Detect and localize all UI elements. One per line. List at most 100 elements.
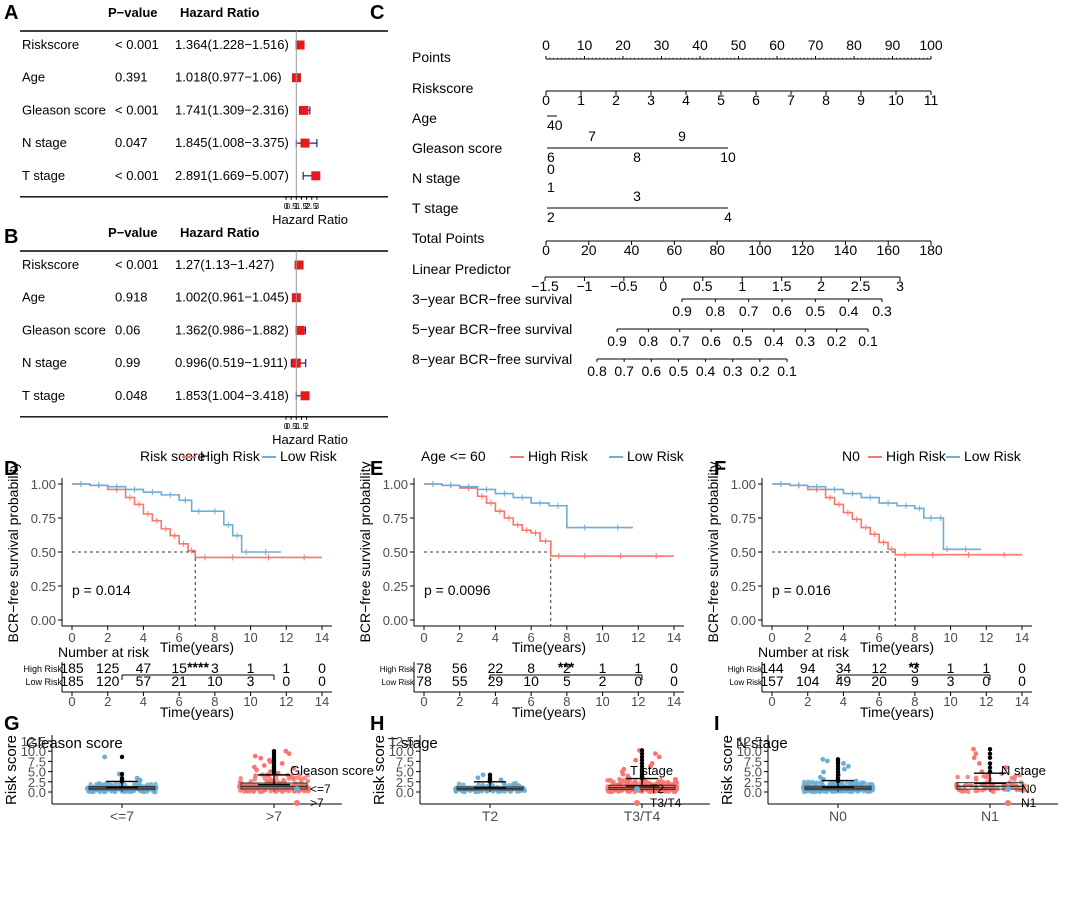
data-point: [286, 788, 292, 794]
risk-x-axis-title: Time(years): [860, 704, 934, 720]
y-tick-label: 12.5: [389, 734, 414, 749]
nomogram-tick-label: 9: [857, 92, 865, 108]
y-tick-label: 0.25: [731, 579, 756, 594]
x-tick-label: 0: [68, 630, 75, 645]
y-tick-label: 0.75: [383, 511, 408, 526]
y-tick-label: 10.0: [21, 744, 46, 759]
y-tick-label: 2.5: [28, 775, 46, 790]
survival-curve-low-risk: [772, 483, 981, 551]
nomogram-tick-label: 20: [615, 37, 631, 53]
data-point: [861, 780, 867, 785]
row-pvalue: 0.391: [115, 70, 148, 85]
data-point: [475, 775, 481, 781]
row-hazard-ratio: 1.27(1.13−1.427): [175, 257, 274, 272]
legend-swatch-high: [1005, 800, 1011, 806]
hr-point: [295, 40, 305, 50]
row-pvalue: < 0.001: [115, 37, 159, 52]
nomogram-tick-label: 100: [748, 242, 772, 258]
data-point: [238, 776, 244, 781]
row-variable-name: T stage: [22, 168, 65, 183]
panel-title: N stage: [736, 735, 788, 752]
col-header-pvalue: P−value: [108, 5, 158, 20]
data-point: [134, 775, 140, 781]
risk-count-high: 47: [136, 660, 152, 676]
data-point: [102, 754, 108, 760]
data-point: [104, 781, 109, 786]
risk-x-tick-label: 12: [279, 694, 293, 709]
forest-plot-b: P−value Hazard Ratio Riskscore < 0.001 1.27(…: [20, 225, 388, 447]
y-tick-label: 0.75: [731, 511, 756, 526]
legend-label-high: High Risk: [886, 448, 947, 464]
x-tick-label: 6: [176, 630, 183, 645]
nomogram-tick-label: 4: [724, 209, 732, 225]
nomogram-row-label: Gleason score: [412, 140, 502, 156]
x-tick-label: T3/T4: [624, 808, 661, 824]
data-point: [283, 748, 289, 754]
survival-curve-high-risk: [772, 483, 1022, 556]
risk-x-tick-label: 8: [911, 694, 918, 709]
significance-stars: **: [909, 659, 920, 675]
nomogram-tick-label: 0: [542, 92, 550, 108]
nomogram-row-label: Linear Predictor: [412, 261, 511, 277]
nomogram-tick-label: 30: [654, 37, 670, 53]
row-pvalue: 0.048: [115, 388, 148, 403]
legend-label-low: Low Risk: [280, 448, 338, 464]
row-variable-name: N stage: [22, 135, 67, 150]
risk-count-low: 10: [207, 673, 223, 689]
survival-curve-high-risk: [72, 483, 322, 559]
risk-count-high: 94: [800, 660, 816, 676]
x-tick-label: 2: [456, 630, 463, 645]
y-tick-label: 0.25: [31, 579, 56, 594]
row-hazard-ratio: 1.002(0.961−1.045): [175, 290, 289, 305]
row-variable-name: T stage: [22, 388, 65, 403]
risk-count-high: 0: [318, 660, 326, 676]
y-axis-title: BCR−free survival probability: [705, 462, 721, 643]
nomogram-tick-label: 2: [547, 209, 555, 225]
y-tick-label: 2.5: [396, 775, 414, 790]
data-point: [652, 789, 657, 795]
x-tick-label: 10: [943, 630, 957, 645]
y-axis-title: Risk score: [3, 735, 20, 805]
row-pvalue: < 0.001: [115, 102, 159, 117]
data-point: [973, 751, 979, 757]
nomogram-tick-label: 40: [547, 117, 563, 133]
risk-count-low: 0: [1018, 673, 1026, 689]
x-axis-title: Hazard Ratio: [272, 212, 348, 227]
outlier-point: [119, 754, 125, 760]
outlier-point: [639, 751, 645, 756]
nomogram-tick-label: 1: [547, 179, 555, 195]
outlier-point: [987, 765, 993, 770]
x-tick-label: 12: [279, 630, 293, 645]
row-hazard-ratio: 1.845(1.008−3.375): [175, 135, 289, 150]
hr-point: [300, 138, 310, 148]
significance-stars: ****: [187, 659, 209, 675]
data-point: [292, 781, 298, 787]
y-tick-label: 2.5: [744, 775, 762, 790]
outlier-point: [987, 746, 993, 752]
x-tick-label: 3: [315, 202, 320, 211]
hr-point: [299, 105, 309, 115]
legend-label-low: T2: [650, 782, 664, 796]
data-point: [461, 782, 466, 788]
data-point: [841, 761, 846, 766]
data-point: [965, 774, 971, 780]
nomogram-tick-label: 70: [808, 37, 824, 53]
nomogram-row-label: Points: [412, 49, 451, 65]
risk-x-tick-label: 0: [68, 694, 75, 709]
x-tick-label: 4: [840, 630, 847, 645]
risk-count-low: 0: [318, 673, 326, 689]
x-tick-label: 14: [667, 630, 681, 645]
y-tick-label: 12.5: [21, 734, 46, 749]
outlier-point: [987, 751, 993, 756]
km-legend: Age <= 60 High Risk Low Risk: [421, 448, 685, 464]
data-point: [973, 777, 979, 782]
risk-count-high: 2: [563, 660, 571, 676]
legend-label-high: High Risk: [528, 448, 589, 464]
row-variable-name: Riskscore: [22, 37, 79, 52]
data-point: [305, 778, 311, 784]
panel-title: T stage: [388, 735, 438, 752]
nomogram-tick-label: 5: [717, 92, 725, 108]
